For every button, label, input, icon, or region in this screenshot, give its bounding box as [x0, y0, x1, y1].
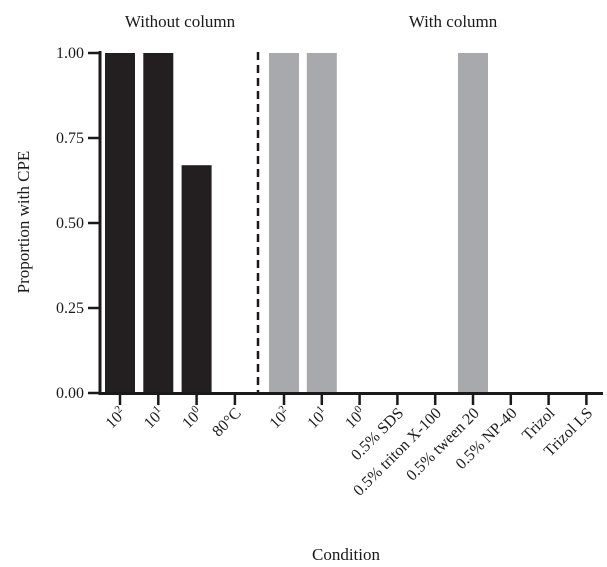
y-axis-title: Proportion with CPE — [14, 151, 33, 294]
x-tick-label: 101 — [139, 403, 168, 432]
bar — [105, 53, 135, 393]
y-tick-label: 0.25 — [56, 300, 84, 317]
y-tick-label: 1.00 — [56, 45, 84, 62]
y-tick-label: 0.75 — [56, 130, 84, 147]
y-tick-label: 0.50 — [56, 215, 84, 232]
group-label: Without column — [125, 12, 236, 31]
x-tick-label: 80°C — [209, 405, 244, 440]
group-label: With column — [409, 12, 498, 31]
bars-layer — [105, 53, 488, 393]
bar — [269, 53, 299, 393]
x-tick-label: 100 — [178, 403, 207, 432]
x-tick-label: 100 — [341, 403, 370, 432]
x-tick-label: 102 — [101, 403, 130, 432]
bar — [458, 53, 488, 393]
x-tick-label: 102 — [265, 403, 294, 432]
group-labels: Without column With column — [125, 12, 498, 31]
x-tick-label: 101 — [303, 403, 332, 432]
y-tick-label: 0.00 — [56, 385, 84, 402]
x-axis-title: Condition — [312, 545, 381, 564]
y-ticks: 0.00 0.25 0.50 0.75 1.00 — [56, 45, 100, 402]
bar — [306, 53, 337, 393]
bar — [181, 165, 212, 393]
bar — [143, 53, 174, 393]
